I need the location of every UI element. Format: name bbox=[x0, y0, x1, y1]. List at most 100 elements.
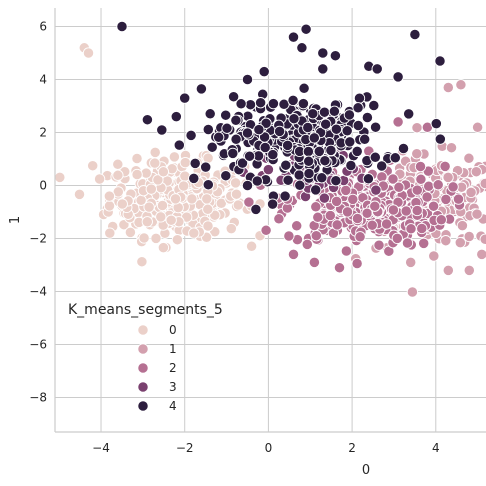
data-point bbox=[470, 166, 482, 178]
data-point bbox=[387, 204, 400, 216]
data-point bbox=[241, 73, 254, 86]
data-point bbox=[243, 150, 256, 162]
data-point bbox=[145, 183, 157, 195]
x-tick-label: −2 bbox=[176, 441, 194, 455]
data-point bbox=[202, 220, 214, 232]
data-point bbox=[206, 141, 218, 153]
data-point bbox=[258, 65, 270, 78]
data-point bbox=[225, 222, 237, 235]
data-point bbox=[116, 20, 128, 33]
legend-marker-2 bbox=[137, 362, 149, 374]
y-tick-label: 6 bbox=[39, 20, 47, 34]
data-point bbox=[479, 177, 486, 190]
data-point bbox=[352, 119, 364, 132]
data-point bbox=[421, 191, 433, 203]
data-point bbox=[344, 136, 356, 148]
legend-label-1: 1 bbox=[169, 342, 177, 356]
data-point bbox=[287, 31, 300, 43]
data-point bbox=[471, 208, 483, 220]
data-point bbox=[73, 188, 86, 201]
data-point bbox=[288, 113, 300, 125]
data-point bbox=[463, 152, 475, 164]
data-point bbox=[260, 117, 272, 129]
data-point bbox=[301, 238, 313, 251]
data-point bbox=[168, 151, 181, 163]
data-point bbox=[243, 196, 255, 208]
data-point bbox=[319, 155, 331, 167]
data-point bbox=[178, 180, 190, 192]
data-point bbox=[445, 142, 458, 154]
data-point bbox=[273, 213, 285, 225]
data-point bbox=[156, 199, 169, 212]
data-point bbox=[230, 133, 242, 145]
data-point bbox=[430, 117, 442, 130]
data-point bbox=[463, 264, 475, 277]
x-tick-label: 0 bbox=[265, 441, 273, 455]
data-point bbox=[300, 23, 312, 35]
data-point bbox=[138, 232, 150, 244]
data-point bbox=[330, 195, 343, 208]
data-point bbox=[392, 71, 404, 83]
data-point bbox=[313, 145, 325, 158]
data-point bbox=[428, 250, 440, 262]
data-point bbox=[280, 159, 292, 171]
data-point bbox=[155, 211, 167, 223]
data-point bbox=[303, 155, 315, 167]
data-point bbox=[411, 122, 423, 134]
data-point bbox=[170, 110, 182, 123]
data-point bbox=[320, 118, 332, 130]
data-point bbox=[310, 230, 322, 242]
data-point bbox=[179, 92, 191, 104]
data-point bbox=[324, 209, 336, 222]
y-tick-label: −8 bbox=[29, 391, 47, 405]
data-point bbox=[447, 181, 459, 193]
data-point bbox=[392, 116, 404, 128]
data-point bbox=[373, 239, 385, 251]
data-point bbox=[302, 145, 315, 158]
data-point bbox=[401, 237, 414, 249]
data-point bbox=[345, 159, 357, 172]
data-point bbox=[220, 109, 232, 121]
x-tick-label: 2 bbox=[348, 441, 356, 455]
data-point bbox=[227, 147, 239, 160]
data-point bbox=[351, 212, 364, 225]
data-point bbox=[347, 193, 359, 206]
y-axis-label: 1 bbox=[8, 216, 23, 224]
data-point bbox=[171, 234, 184, 246]
data-point bbox=[312, 211, 324, 223]
data-point bbox=[221, 122, 233, 134]
data-point bbox=[456, 219, 469, 232]
data-point bbox=[297, 97, 310, 110]
data-point bbox=[479, 233, 486, 245]
data-point bbox=[245, 240, 258, 252]
legend-marker-3 bbox=[137, 381, 149, 393]
data-point bbox=[186, 193, 198, 205]
x-axis-label: 0 bbox=[362, 463, 370, 478]
data-point bbox=[250, 203, 262, 216]
data-point bbox=[331, 219, 343, 231]
data-point bbox=[260, 224, 272, 236]
data-point bbox=[189, 157, 201, 170]
data-point bbox=[103, 190, 116, 202]
data-point bbox=[411, 204, 423, 217]
data-point bbox=[116, 198, 128, 210]
data-point bbox=[202, 203, 214, 215]
data-point bbox=[308, 132, 320, 144]
data-point bbox=[244, 99, 257, 111]
data-point bbox=[341, 206, 354, 218]
y-tick-label: 4 bbox=[39, 73, 47, 87]
data-point bbox=[333, 262, 346, 274]
data-point bbox=[369, 121, 382, 133]
data-point bbox=[131, 152, 143, 165]
legend-marker-4 bbox=[137, 400, 149, 412]
legend-title: K_means_segments_5 bbox=[68, 302, 223, 318]
data-point bbox=[351, 145, 363, 158]
data-point bbox=[455, 79, 467, 91]
axis-frame bbox=[54, 8, 486, 433]
data-point bbox=[452, 193, 465, 205]
data-point bbox=[156, 124, 168, 136]
legend: K_means_segments_5 0 1 2 3 4 bbox=[68, 302, 223, 413]
data-point bbox=[368, 99, 380, 112]
data-point bbox=[465, 186, 477, 199]
data-point bbox=[82, 47, 95, 59]
